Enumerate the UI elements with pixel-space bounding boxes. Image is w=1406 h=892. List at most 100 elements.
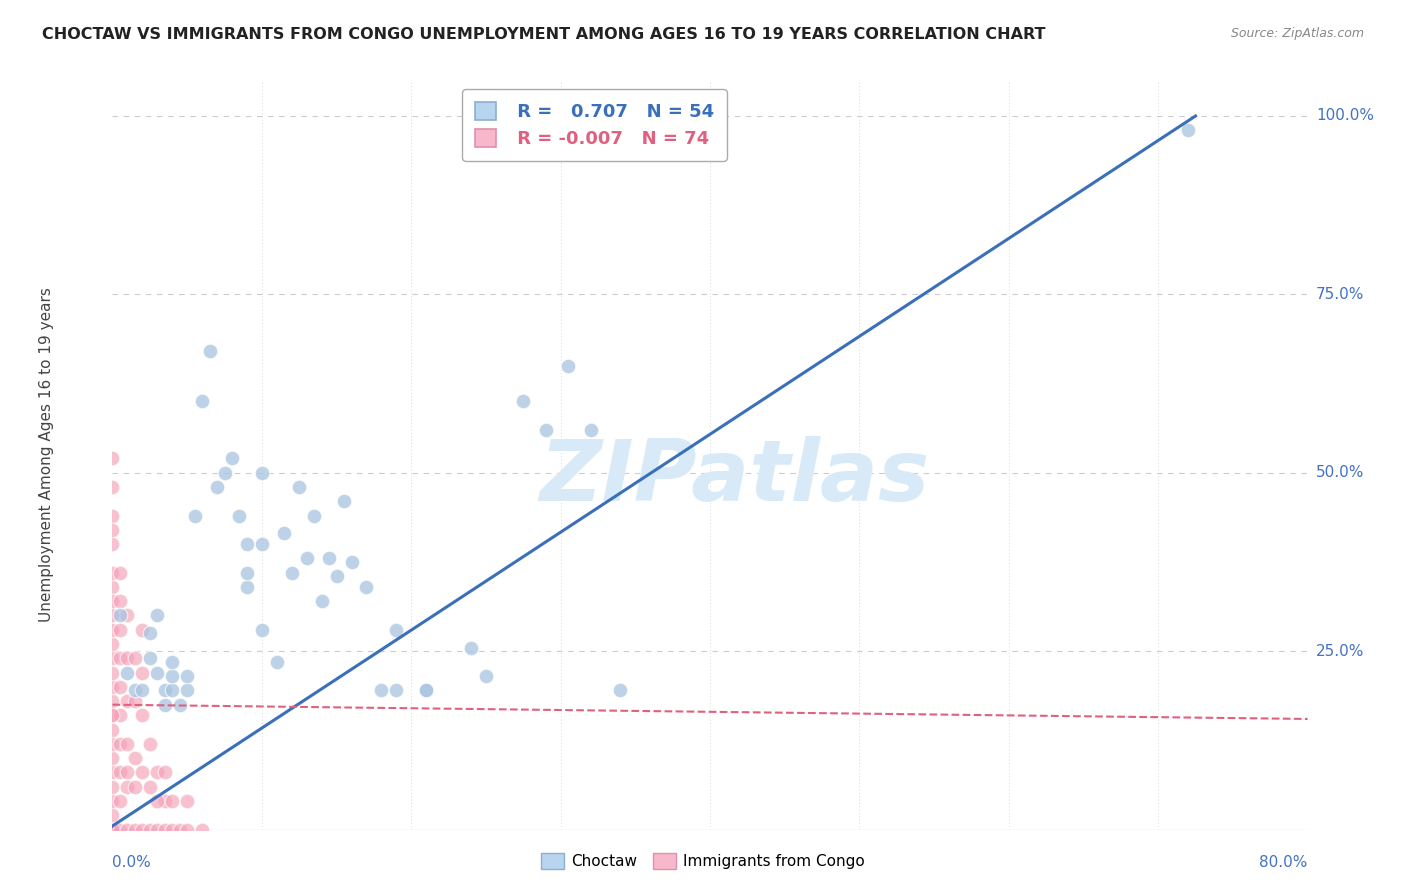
Point xyxy=(108,794,131,808)
Point xyxy=(101,822,124,837)
Point xyxy=(146,765,169,780)
Point xyxy=(117,608,139,623)
Point xyxy=(512,394,534,409)
Point xyxy=(205,480,228,494)
Point xyxy=(475,669,498,683)
Point xyxy=(101,780,124,794)
Point xyxy=(288,480,311,494)
Point xyxy=(370,683,392,698)
Point xyxy=(295,551,318,566)
Point xyxy=(117,765,139,780)
Point xyxy=(162,669,183,683)
Point xyxy=(108,623,131,637)
Point xyxy=(101,708,124,723)
Point xyxy=(101,480,124,494)
Point xyxy=(176,794,198,808)
Point xyxy=(221,451,243,466)
Point xyxy=(101,651,124,665)
Point xyxy=(169,822,191,837)
Point xyxy=(228,508,250,523)
Point xyxy=(302,508,325,523)
Point xyxy=(356,580,378,594)
Point xyxy=(101,566,124,580)
Point xyxy=(108,651,131,665)
Point xyxy=(273,526,295,541)
Point xyxy=(153,794,176,808)
Point xyxy=(101,822,124,837)
Point xyxy=(176,822,198,837)
Point xyxy=(236,580,259,594)
Point xyxy=(162,655,183,669)
Point xyxy=(131,623,153,637)
Point xyxy=(101,680,124,694)
Point xyxy=(131,822,153,837)
Point xyxy=(108,708,131,723)
Point xyxy=(124,651,146,665)
Point xyxy=(108,765,131,780)
Point xyxy=(101,608,124,623)
Point xyxy=(101,822,124,837)
Point xyxy=(676,127,699,141)
Point xyxy=(108,680,131,694)
Point xyxy=(153,822,176,837)
Text: 25.0%: 25.0% xyxy=(1316,644,1364,658)
Point xyxy=(191,822,214,837)
Point xyxy=(146,665,169,680)
Point xyxy=(139,822,162,837)
Point xyxy=(198,344,221,359)
Point xyxy=(108,822,131,837)
Text: 75.0%: 75.0% xyxy=(1316,287,1364,301)
Point xyxy=(250,537,273,551)
Point xyxy=(101,723,124,737)
Point xyxy=(579,423,602,437)
Point xyxy=(609,683,631,698)
Point xyxy=(609,127,631,141)
Point xyxy=(266,655,288,669)
Point xyxy=(146,822,169,837)
Point xyxy=(101,794,124,808)
Text: 100.0%: 100.0% xyxy=(1316,109,1374,123)
Point xyxy=(101,537,124,551)
Point xyxy=(117,737,139,751)
Point xyxy=(124,822,146,837)
Point xyxy=(101,694,124,708)
Point xyxy=(162,683,183,698)
Text: CHOCTAW VS IMMIGRANTS FROM CONGO UNEMPLOYMENT AMONG AGES 16 TO 19 YEARS CORRELAT: CHOCTAW VS IMMIGRANTS FROM CONGO UNEMPLO… xyxy=(42,27,1046,42)
Point xyxy=(101,822,124,837)
Point xyxy=(101,594,124,608)
Point xyxy=(169,698,191,712)
Point xyxy=(214,466,236,480)
Point xyxy=(108,594,131,608)
Text: 50.0%: 50.0% xyxy=(1316,466,1364,480)
Point xyxy=(333,494,356,508)
Point xyxy=(101,451,124,466)
Point xyxy=(101,808,124,822)
Point xyxy=(101,822,124,837)
Point xyxy=(131,765,153,780)
Point xyxy=(191,394,214,409)
Point xyxy=(117,780,139,794)
Point xyxy=(534,423,557,437)
Point xyxy=(250,623,273,637)
Point xyxy=(318,551,340,566)
Point xyxy=(101,508,124,523)
Point xyxy=(124,683,146,698)
Point xyxy=(557,359,579,373)
Point xyxy=(117,665,139,680)
Point xyxy=(183,508,205,523)
Point xyxy=(131,665,153,680)
Point xyxy=(311,594,333,608)
Point xyxy=(385,623,408,637)
Point xyxy=(153,683,176,698)
Point xyxy=(139,651,162,665)
Point xyxy=(153,698,176,712)
Point xyxy=(162,794,183,808)
Point xyxy=(340,555,363,569)
Point xyxy=(415,683,437,698)
Point xyxy=(146,608,169,623)
Point xyxy=(117,651,139,665)
Point xyxy=(101,708,124,723)
Point xyxy=(176,683,198,698)
Point xyxy=(460,640,482,655)
Point xyxy=(250,466,273,480)
